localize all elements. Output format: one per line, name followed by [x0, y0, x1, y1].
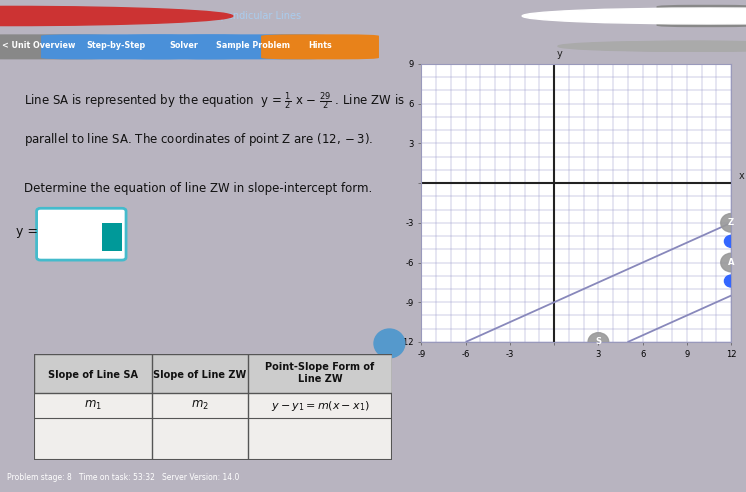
Text: $m_2$: $m_2$ [191, 399, 209, 412]
Text: Step-by-Step: Step-by-Step [87, 41, 146, 50]
FancyBboxPatch shape [175, 34, 330, 60]
FancyBboxPatch shape [101, 223, 122, 251]
Text: Determine the equation of line ZW in slope-intercept form.: Determine the equation of line ZW in slo… [25, 183, 373, 195]
Text: Hints: Hints [308, 41, 332, 50]
FancyBboxPatch shape [123, 34, 245, 60]
FancyBboxPatch shape [261, 34, 379, 60]
Circle shape [592, 355, 605, 367]
Text: Point-Slope Form of
Line ZW: Point-Slope Form of Line ZW [266, 363, 374, 384]
Text: Audio Support: Audio Support [630, 11, 700, 21]
Text: $y-y_1=m(x-x_1)$: $y-y_1=m(x-x_1)$ [271, 399, 369, 413]
Text: $m_1$: $m_1$ [84, 399, 101, 412]
Text: Solver: Solver [169, 41, 198, 50]
Circle shape [522, 8, 746, 24]
Text: Z: Z [728, 218, 734, 227]
FancyBboxPatch shape [41, 34, 192, 60]
FancyBboxPatch shape [656, 5, 746, 27]
Text: x: x [739, 171, 745, 181]
Circle shape [588, 333, 609, 351]
Text: A: A [728, 258, 734, 267]
FancyBboxPatch shape [34, 354, 392, 460]
Text: y: y [557, 49, 563, 60]
Circle shape [724, 275, 738, 287]
Text: Modeling Parallel and Perpendicular Lines: Modeling Parallel and Perpendicular Line… [97, 11, 301, 21]
Text: Line SA is represented by the equation  y = $\frac{1}{2}$ x $-$ $\frac{29}{2}$ .: Line SA is represented by the equation y… [25, 90, 405, 112]
Text: parallel to line SA. The coordinates of point Z are $(12, -3)$.: parallel to line SA. The coordinates of … [25, 130, 374, 148]
Text: Slope of Line SA: Slope of Line SA [48, 370, 138, 380]
Text: Sample Problem: Sample Problem [216, 41, 290, 50]
Circle shape [721, 214, 742, 232]
Text: S: S [595, 338, 601, 346]
FancyBboxPatch shape [37, 208, 126, 260]
Text: +: + [383, 335, 396, 350]
Circle shape [558, 41, 746, 51]
FancyBboxPatch shape [34, 354, 392, 394]
Text: Slope of Line ZW: Slope of Line ZW [154, 370, 247, 380]
Circle shape [591, 41, 746, 51]
Circle shape [374, 329, 405, 358]
Text: y =: y = [16, 225, 38, 238]
Circle shape [721, 253, 742, 272]
Circle shape [574, 41, 746, 51]
Text: < Unit Overview: < Unit Overview [2, 41, 76, 50]
Circle shape [0, 6, 233, 26]
Text: Problem stage: 8   Time on task: 53:32   Server Version: 14.0: Problem stage: 8 Time on task: 53:32 Ser… [7, 473, 239, 482]
Circle shape [724, 235, 738, 247]
FancyBboxPatch shape [0, 34, 112, 60]
Text: Home: Home [589, 11, 618, 21]
Text: MATHia®: MATHia® [19, 9, 91, 23]
